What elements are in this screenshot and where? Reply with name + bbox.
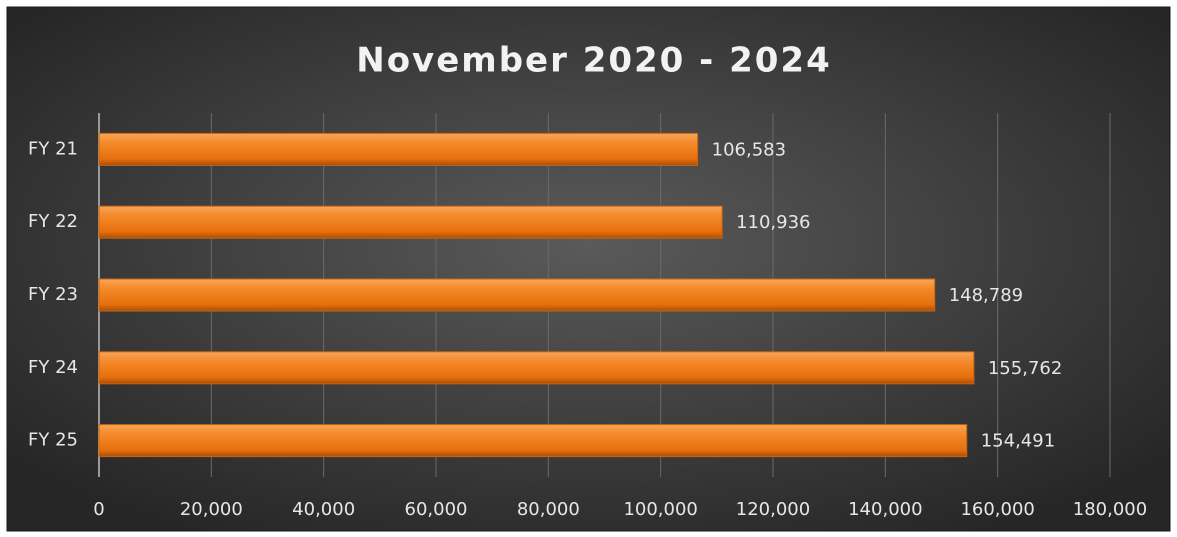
bar — [98, 205, 723, 239]
data-label: 148,789 — [949, 285, 1023, 306]
data-label: 106,583 — [712, 139, 786, 160]
data-label: 154,491 — [981, 431, 1055, 452]
y-tick-label: FY 21 — [28, 138, 78, 159]
data-label: 110,936 — [736, 212, 810, 233]
x-tick-label: 20,000 — [180, 499, 243, 520]
x-tick-label: 60,000 — [405, 499, 468, 520]
x-tick-label: 100,000 — [623, 499, 697, 520]
y-tick-label: FY 22 — [28, 211, 78, 232]
x-tick-label: 40,000 — [292, 499, 355, 520]
y-tick-label: FY 25 — [28, 430, 78, 451]
bar — [98, 351, 975, 385]
bar — [98, 278, 936, 312]
y-tick-label: FY 24 — [28, 357, 78, 378]
x-tick-label: 120,000 — [736, 499, 810, 520]
bar — [98, 424, 968, 458]
x-tick-label: 0 — [93, 499, 104, 520]
x-tick-label: 140,000 — [848, 499, 922, 520]
x-tick-label: 80,000 — [517, 499, 580, 520]
x-tick-label: 180,000 — [1073, 499, 1147, 520]
chart-title: November 2020 - 2024 — [356, 41, 832, 81]
y-tick-label: FY 23 — [28, 284, 78, 305]
bar — [98, 132, 699, 166]
x-tick-label: 160,000 — [960, 499, 1034, 520]
data-label: 155,762 — [988, 358, 1062, 379]
